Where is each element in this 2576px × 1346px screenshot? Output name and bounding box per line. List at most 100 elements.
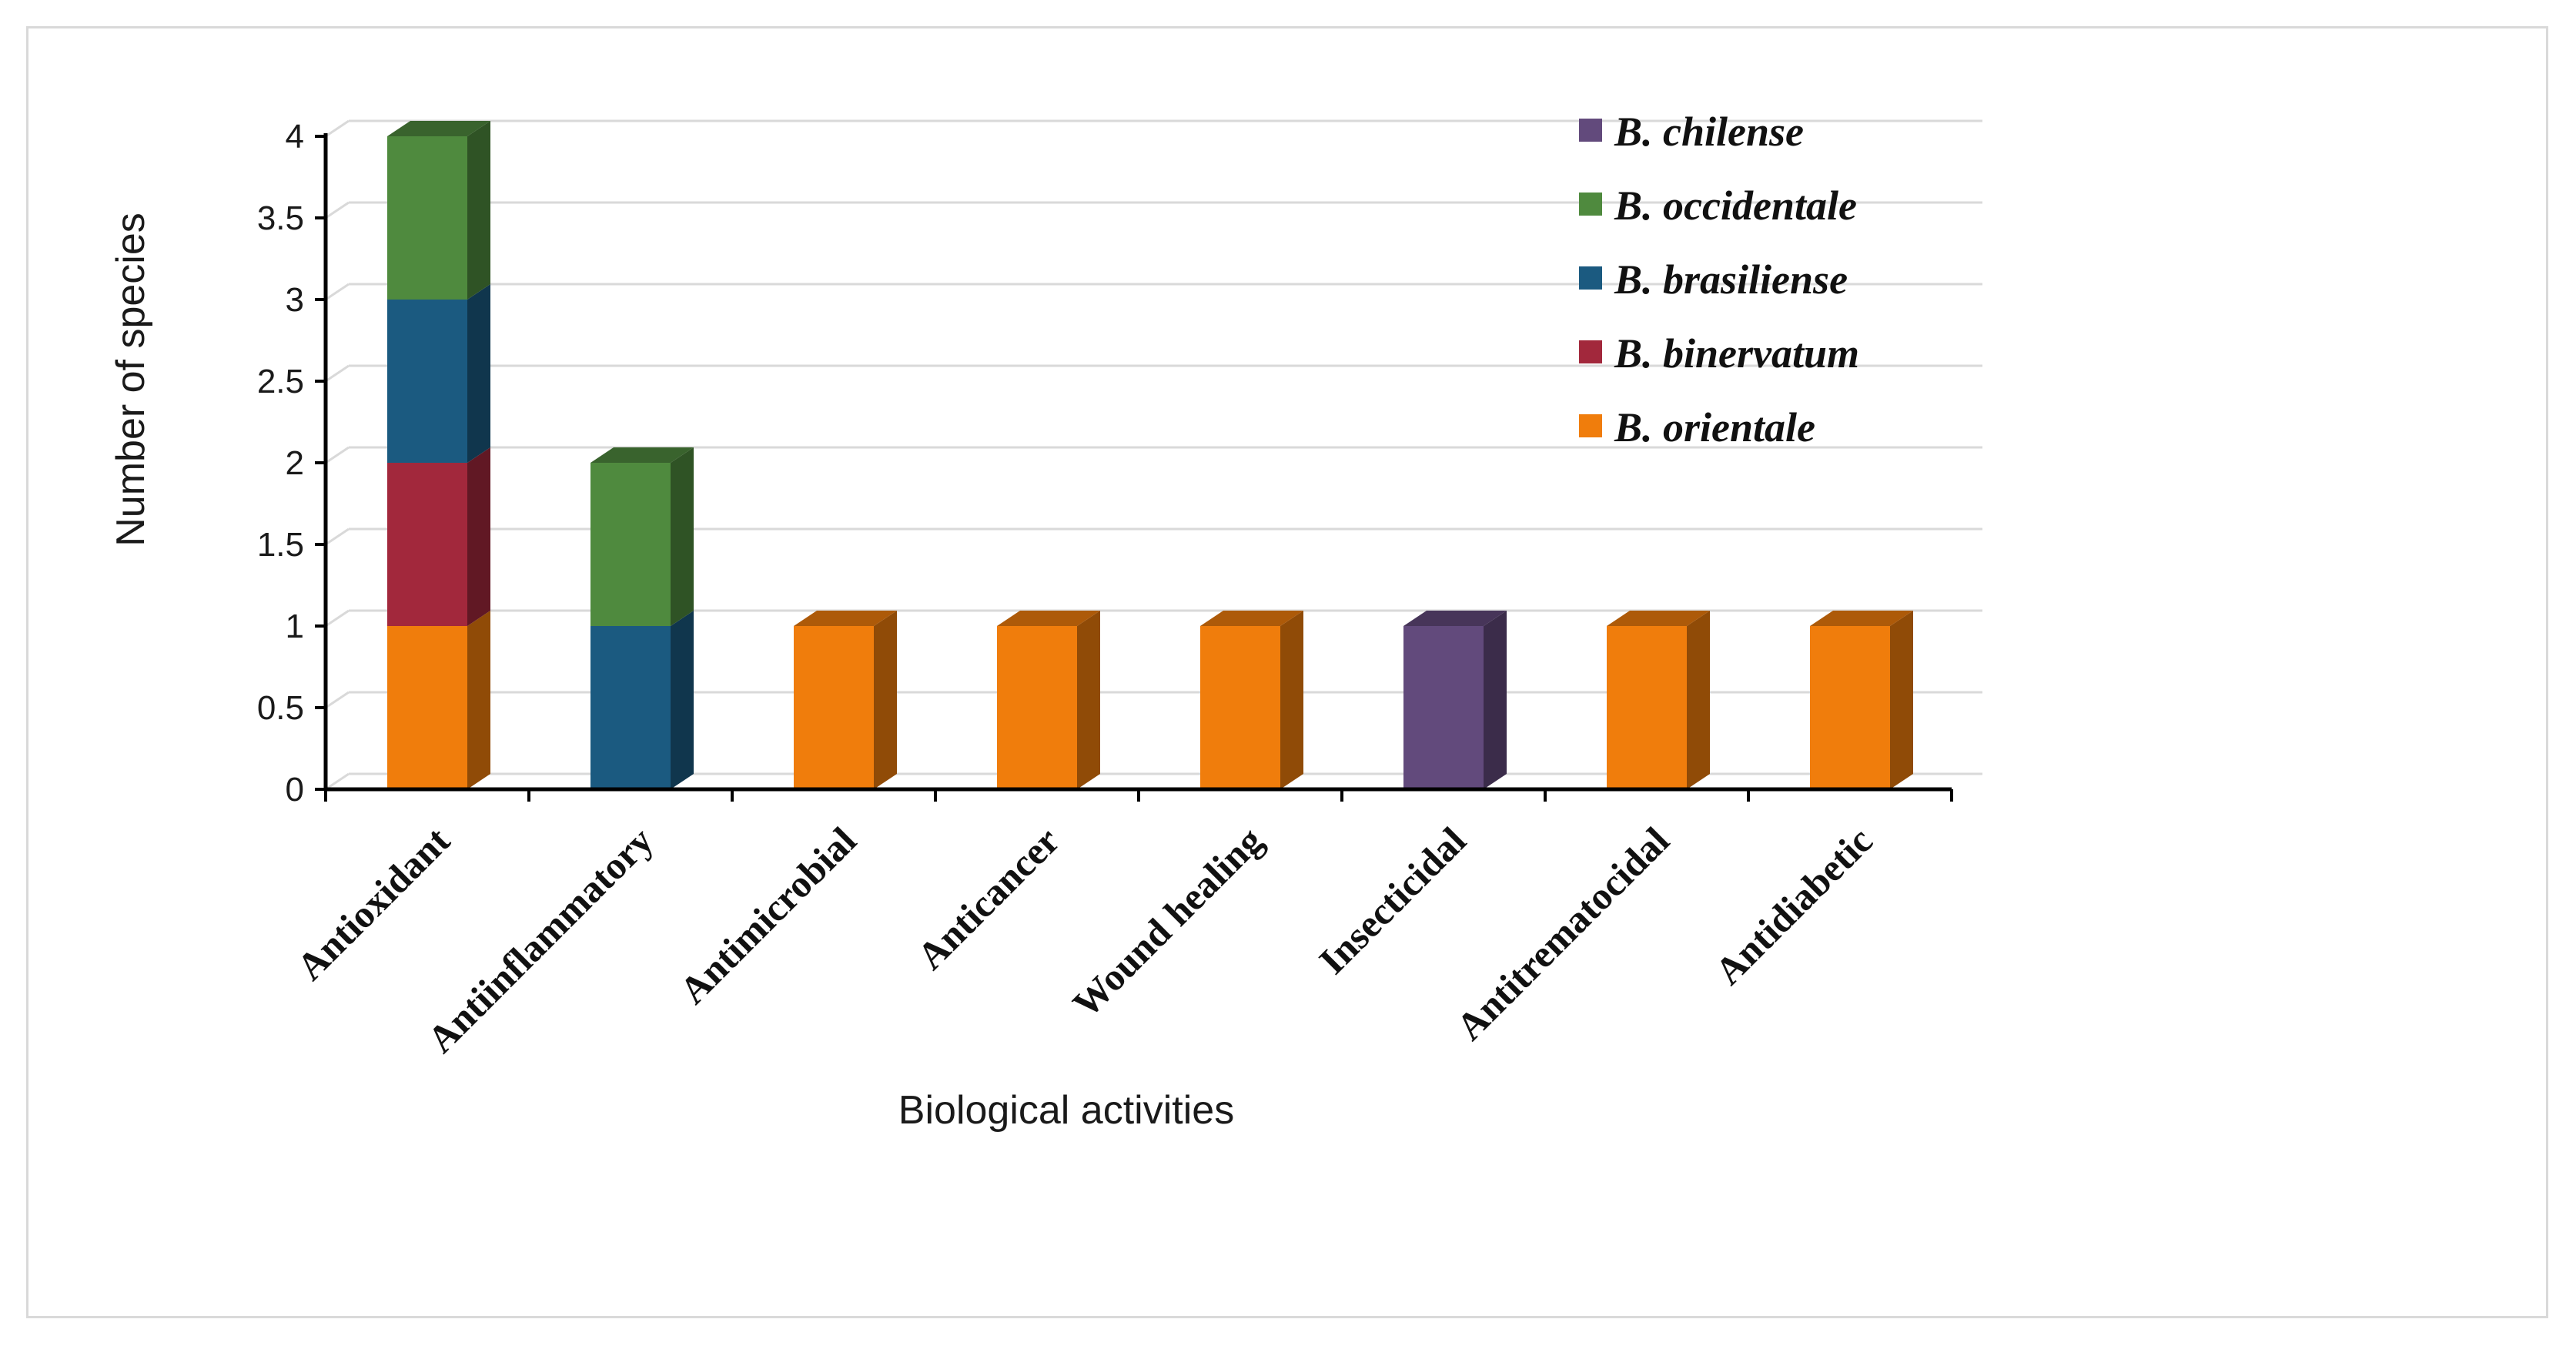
bar-top <box>1403 611 1507 626</box>
gridline-diagonal <box>325 283 350 301</box>
y-tick-label: 3.5 <box>257 199 304 237</box>
bar-segment <box>387 121 490 300</box>
bar-front <box>794 626 874 789</box>
bar-front <box>387 136 467 300</box>
bar-antimicrobial <box>794 611 897 789</box>
bar-top <box>590 447 694 463</box>
legend-item: B. brasiliense <box>1579 256 1848 303</box>
bars <box>387 121 1913 789</box>
x-tick-label: Wound healing <box>1064 819 1271 1026</box>
y-tick-labels: 0 0.5 1 1.5 2 2.5 3 3.5 4 <box>257 118 304 809</box>
stacked-bar-chart: 0 0.5 1 1.5 2 2.5 3 3.5 4 AntioxidantAntiinflamm… <box>109 109 1982 1133</box>
bar-wound-healing <box>1200 611 1303 789</box>
bar-anticancer <box>997 611 1100 789</box>
bar-antidiabetic <box>1810 611 1913 789</box>
y-tick-label: 0.5 <box>257 689 304 727</box>
bar-front <box>387 463 467 626</box>
bar-side <box>1280 611 1303 789</box>
axes <box>315 133 1953 802</box>
x-tick-label: Antimicrobial <box>671 819 865 1012</box>
bar-insecticidal <box>1403 611 1507 789</box>
gridline-diagonal <box>325 527 350 546</box>
bar-top <box>1810 611 1913 626</box>
legend-item: B. chilense <box>1579 109 1804 155</box>
bar-side <box>874 611 897 789</box>
bar-side <box>467 121 490 300</box>
bar-side <box>1484 611 1507 789</box>
bar-segment <box>590 447 694 626</box>
bar-segment <box>387 611 490 789</box>
figure-frame: 0 0.5 1 1.5 2 2.5 3 3.5 4 Antioxidant Antiinflamm… <box>26 26 2548 1318</box>
bar-top <box>1200 611 1303 626</box>
legend-swatch <box>1579 266 1602 290</box>
bar-side <box>467 447 490 626</box>
bar-segment <box>1810 611 1913 789</box>
bar-front <box>387 626 467 789</box>
y-axis-title: Number of species <box>109 213 153 547</box>
bar-segment <box>590 611 694 789</box>
legend-label: B. brasiliense <box>1614 256 1848 303</box>
x-tick-label: Antidiabetic <box>1707 819 1881 993</box>
legend-label: B. chilense <box>1614 109 1804 155</box>
bar-segment <box>794 611 897 789</box>
y-tick-label: 4 <box>286 118 304 156</box>
bar-side <box>1077 611 1100 789</box>
bar-side <box>671 447 694 626</box>
bar-segment <box>387 447 490 626</box>
gridline-diagonal <box>325 446 350 464</box>
bar-front <box>997 626 1077 789</box>
bar-top <box>794 611 897 626</box>
legend-swatch <box>1579 119 1602 142</box>
bar-front <box>387 300 467 463</box>
legend-item: B. occidentale <box>1579 182 1857 229</box>
y-tick-label: 2.5 <box>257 363 304 400</box>
y-tick-label: 1 <box>286 608 304 645</box>
gridline-diagonal <box>325 201 350 219</box>
x-tick-label: Antioxidant <box>288 819 458 989</box>
bar-side <box>467 284 490 463</box>
bar-side <box>1687 611 1710 789</box>
bar-front <box>1200 626 1280 789</box>
legend-swatch <box>1579 193 1602 216</box>
legend-swatch <box>1579 414 1602 437</box>
bar-side <box>1890 611 1913 789</box>
bar-front <box>1607 626 1687 789</box>
gridline-diagonal <box>325 609 350 628</box>
legend: B. chilense B. occidentale B. brasiliense B… <box>1579 109 1859 450</box>
bar-front <box>590 463 671 626</box>
gridline-diagonal <box>325 691 350 709</box>
y-tick-label: 3 <box>286 281 304 319</box>
x-tick-label: Anticancer <box>908 819 1068 978</box>
y-tick-label: 0 <box>286 771 304 809</box>
bar-antioxidant <box>387 121 490 789</box>
bar-segment <box>1403 611 1507 789</box>
gridline-diagonal <box>325 772 350 791</box>
x-axis-title: Biological activities <box>898 1088 1234 1133</box>
y-tick-label: 1.5 <box>257 526 304 564</box>
x-tick-label: Insecticidal <box>1310 819 1474 983</box>
gridline-diagonal <box>325 364 350 383</box>
legend-label: B. binervatum <box>1614 330 1859 377</box>
bar-side <box>467 611 490 789</box>
bar-front <box>1403 626 1484 789</box>
legend-item: B. binervatum <box>1579 330 1859 377</box>
legend-swatch <box>1579 340 1602 363</box>
bar-antitrematocidal <box>1607 611 1710 789</box>
y-tick-label: 2 <box>286 444 304 482</box>
bar-segment <box>387 284 490 463</box>
legend-item: B. orientale <box>1579 404 1815 450</box>
bar-top <box>997 611 1100 626</box>
bar-segment <box>1607 611 1710 789</box>
legend-label: B. orientale <box>1614 404 1815 450</box>
bar-antiinflammatory <box>590 447 694 789</box>
bar-segment <box>1200 611 1303 789</box>
x-tick-label: Antitrematocidal <box>1448 819 1678 1048</box>
bar-segment <box>997 611 1100 789</box>
bar-top <box>387 121 490 136</box>
legend-label: B. occidentale <box>1614 182 1857 229</box>
x-tick-label: Antiinflammatory <box>419 819 661 1061</box>
bar-top <box>1607 611 1710 626</box>
bar-front <box>1810 626 1890 789</box>
bar-side <box>671 611 694 789</box>
